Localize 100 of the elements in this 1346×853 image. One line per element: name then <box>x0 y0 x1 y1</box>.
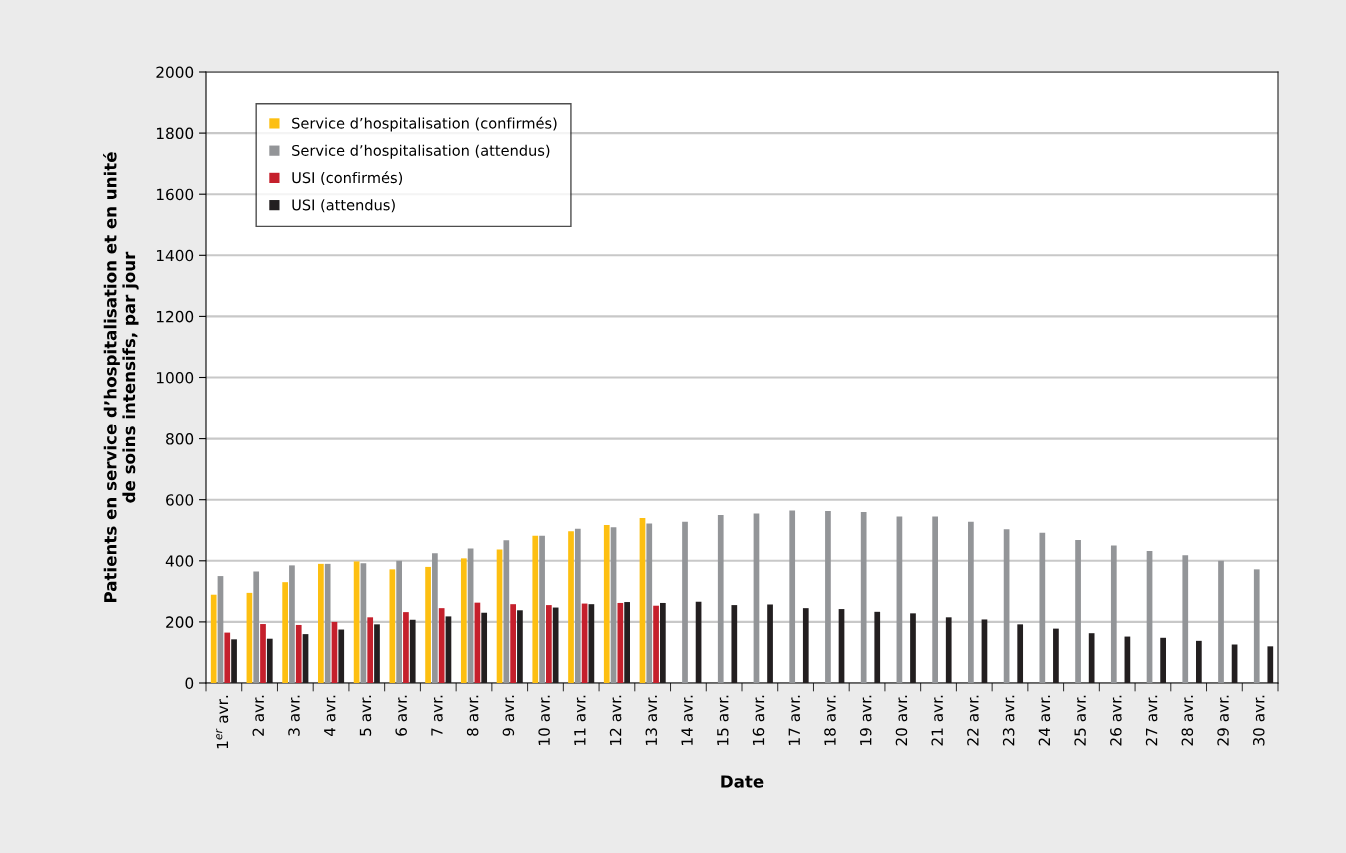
bar <box>1110 545 1117 683</box>
y-tick-label: 1400 <box>156 249 194 262</box>
bar <box>659 602 666 683</box>
bar <box>682 521 688 683</box>
bar <box>1053 628 1059 683</box>
bar <box>874 611 881 683</box>
x-tick-label: 20 avr. <box>895 695 908 746</box>
x-tick-label: 16 avr. <box>752 695 765 745</box>
bar <box>425 566 431 683</box>
y-tick-label: 1600 <box>156 188 194 201</box>
bar <box>374 624 380 683</box>
bar <box>731 605 738 683</box>
bar <box>481 612 488 683</box>
bar <box>789 510 796 683</box>
bar <box>1218 560 1224 683</box>
bar <box>802 608 809 683</box>
bar <box>932 516 938 683</box>
bar <box>210 594 217 683</box>
x-axis-title: Date <box>721 775 764 788</box>
x-tick-label: 7 avr. <box>431 695 443 736</box>
bar <box>653 605 659 683</box>
bar <box>1017 624 1024 683</box>
bar <box>910 613 916 683</box>
x-tick-label: 15 avr. <box>717 695 729 745</box>
x-tick-label: 10 avr. <box>538 695 550 745</box>
bar <box>295 624 302 683</box>
x-tick-label: 3 avr. <box>288 695 300 736</box>
y-tick-label: 600 <box>166 494 194 506</box>
bar <box>282 582 289 683</box>
x-tick-label: 30 avr. <box>1253 695 1265 746</box>
x-tick-label: 27 avr. <box>1145 695 1158 746</box>
bar <box>460 558 467 683</box>
bar <box>717 514 724 683</box>
x-tick-label: 6 avr. <box>395 695 407 736</box>
legend-label: Service d’hospitalisation (confirmés) <box>292 116 557 132</box>
y-tick-label: 1000 <box>156 371 194 384</box>
x-tick-label: 29 avr. <box>1217 695 1229 746</box>
x-tick-label: 18 avr. <box>824 695 836 745</box>
bar <box>266 638 273 683</box>
x-tick-label: 12 avr. <box>609 695 622 745</box>
x-tick-label: 26 avr. <box>1110 695 1122 746</box>
bar <box>574 528 581 683</box>
bar <box>231 639 237 683</box>
bar <box>438 608 445 683</box>
x-tick-label: 17 avr. <box>788 695 801 745</box>
bar <box>546 605 552 683</box>
bar <box>1088 633 1095 683</box>
bar <box>338 629 345 683</box>
bar <box>968 521 974 683</box>
x-tick-label: 2 avr. <box>252 695 265 736</box>
bar <box>396 560 402 683</box>
x-tick-label: 25 avr. <box>1074 695 1086 746</box>
y-tick-label: 1800 <box>156 127 194 140</box>
y-tick-label: 1200 <box>156 310 194 323</box>
bar <box>617 602 624 683</box>
y-tick-label: 400 <box>165 555 194 567</box>
bar <box>409 619 416 683</box>
x-tick-label: 9 avr. <box>502 695 515 736</box>
bar <box>860 511 867 683</box>
bar <box>1039 532 1046 683</box>
bar <box>603 525 610 683</box>
bar <box>432 553 438 683</box>
y-tick-label: 200 <box>166 616 194 628</box>
bar <box>532 535 539 683</box>
legend-label: USI (attendus) <box>292 199 395 213</box>
legend-label: USI (confirmés) <box>292 171 403 185</box>
bar <box>224 632 231 683</box>
y-tick-label: 2000 <box>156 66 194 79</box>
bar <box>510 604 516 683</box>
x-tick-label: 8 avr. <box>466 695 479 736</box>
bar <box>260 624 266 683</box>
x-tick-label: 13 avr. <box>645 695 658 745</box>
bar <box>945 617 952 683</box>
x-tick-label: 11 avr. <box>574 695 586 745</box>
bar <box>367 617 374 683</box>
bar <box>552 607 559 683</box>
bar <box>253 571 260 683</box>
x-tick-label: 23 avr. <box>1002 695 1015 746</box>
bar <box>324 563 331 683</box>
bar <box>1267 646 1274 683</box>
bar <box>646 523 653 683</box>
bar <box>1253 569 1260 683</box>
bar <box>539 535 545 683</box>
x-tick-label: 4 avr. <box>324 695 336 737</box>
bar <box>389 569 396 683</box>
legend-label: Service d’hospitalisation (attendus) <box>292 144 550 159</box>
x-tick-label: 24 avr. <box>1038 695 1051 746</box>
y-axis-title: Patients en service d’hospitalisation et en unité de soins intensifs, par jour <box>103 152 139 602</box>
bar <box>318 563 324 683</box>
bar <box>568 531 574 683</box>
x-tick-label: 14 avr. <box>681 695 693 745</box>
x-tick-label: 22 avr. <box>967 695 979 746</box>
x-tick-label: 1$^{er}$ avr. <box>216 695 229 749</box>
y-tick-label: 800 <box>166 433 194 445</box>
bar <box>1160 637 1166 683</box>
x-tick-label: 28 avr. <box>1181 695 1194 746</box>
bar <box>503 540 510 683</box>
y-tick-label: 0 <box>185 677 194 690</box>
bar <box>767 604 773 683</box>
bar <box>1195 640 1202 683</box>
